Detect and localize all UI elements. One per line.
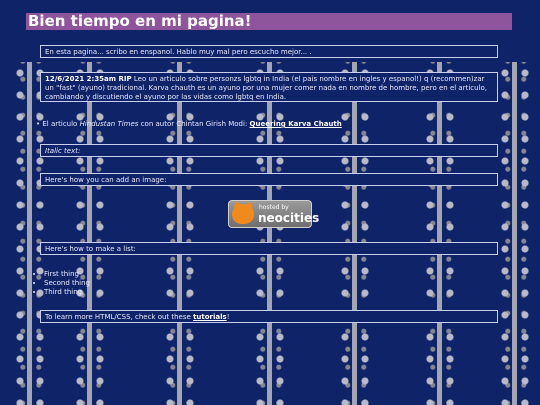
list-item: First thing	[44, 270, 90, 279]
badge-small-text: hosted by	[259, 204, 289, 211]
italic-box: Italic text:	[40, 144, 498, 157]
coral-pattern	[420, 62, 460, 405]
neocities-badge[interactable]: hosted by neocities	[228, 200, 319, 228]
footer-suffix: !	[226, 313, 230, 321]
list-box: Here's how to make a list:	[40, 242, 498, 255]
footer-box: To learn more HTML/CSS, check out these …	[40, 310, 498, 323]
example-list: First thing Second thing Third thing	[30, 270, 90, 297]
post-box: 12/6/2021 2:35am RIP Leo un articulo sob…	[40, 72, 498, 102]
italic-text: Italic text:	[45, 147, 81, 155]
cat-icon	[232, 201, 254, 224]
image-box-text: Here's how you can add an image:	[45, 176, 167, 184]
article-link[interactable]: Queering Karva Chauth	[249, 120, 342, 128]
intro-text: En esta pagina... scribo en enspanol. Ha…	[45, 48, 312, 56]
post-timestamp: 12/6/2021 2:35am RIP	[45, 75, 132, 83]
coral-pattern	[10, 62, 50, 405]
bullet-icon: •	[36, 120, 41, 128]
coral-pattern	[70, 62, 110, 405]
list-item: Third thing	[44, 288, 90, 297]
badge-big-text: neocities	[258, 211, 320, 225]
page-title: Bien tiempo en mi pagina!	[26, 13, 512, 30]
coral-pattern	[495, 62, 535, 405]
image-box: Here's how you can add an image:	[40, 173, 498, 186]
intro-box: En esta pagina... scribo en enspanol. Ha…	[40, 45, 498, 58]
list-box-text: Here's how to make a list:	[45, 245, 136, 253]
article-middle: con autor Chintan Girish Modi:	[140, 120, 248, 128]
list-item: Second thing	[44, 279, 90, 288]
footer-prefix: To learn more HTML/CSS, check out these	[45, 313, 191, 321]
article-prefix: El articulo	[42, 120, 78, 128]
coral-pattern	[335, 62, 375, 405]
post-body: Leo un articulo sobre personzs lgbtq in …	[45, 75, 488, 101]
article-line: • El articulo Hindustan Times con autor …	[36, 120, 342, 129]
coral-pattern	[160, 62, 200, 405]
coral-pattern	[250, 62, 290, 405]
tutorials-link[interactable]: tutorials	[193, 313, 227, 321]
article-source: Hindustan Times	[79, 120, 139, 128]
